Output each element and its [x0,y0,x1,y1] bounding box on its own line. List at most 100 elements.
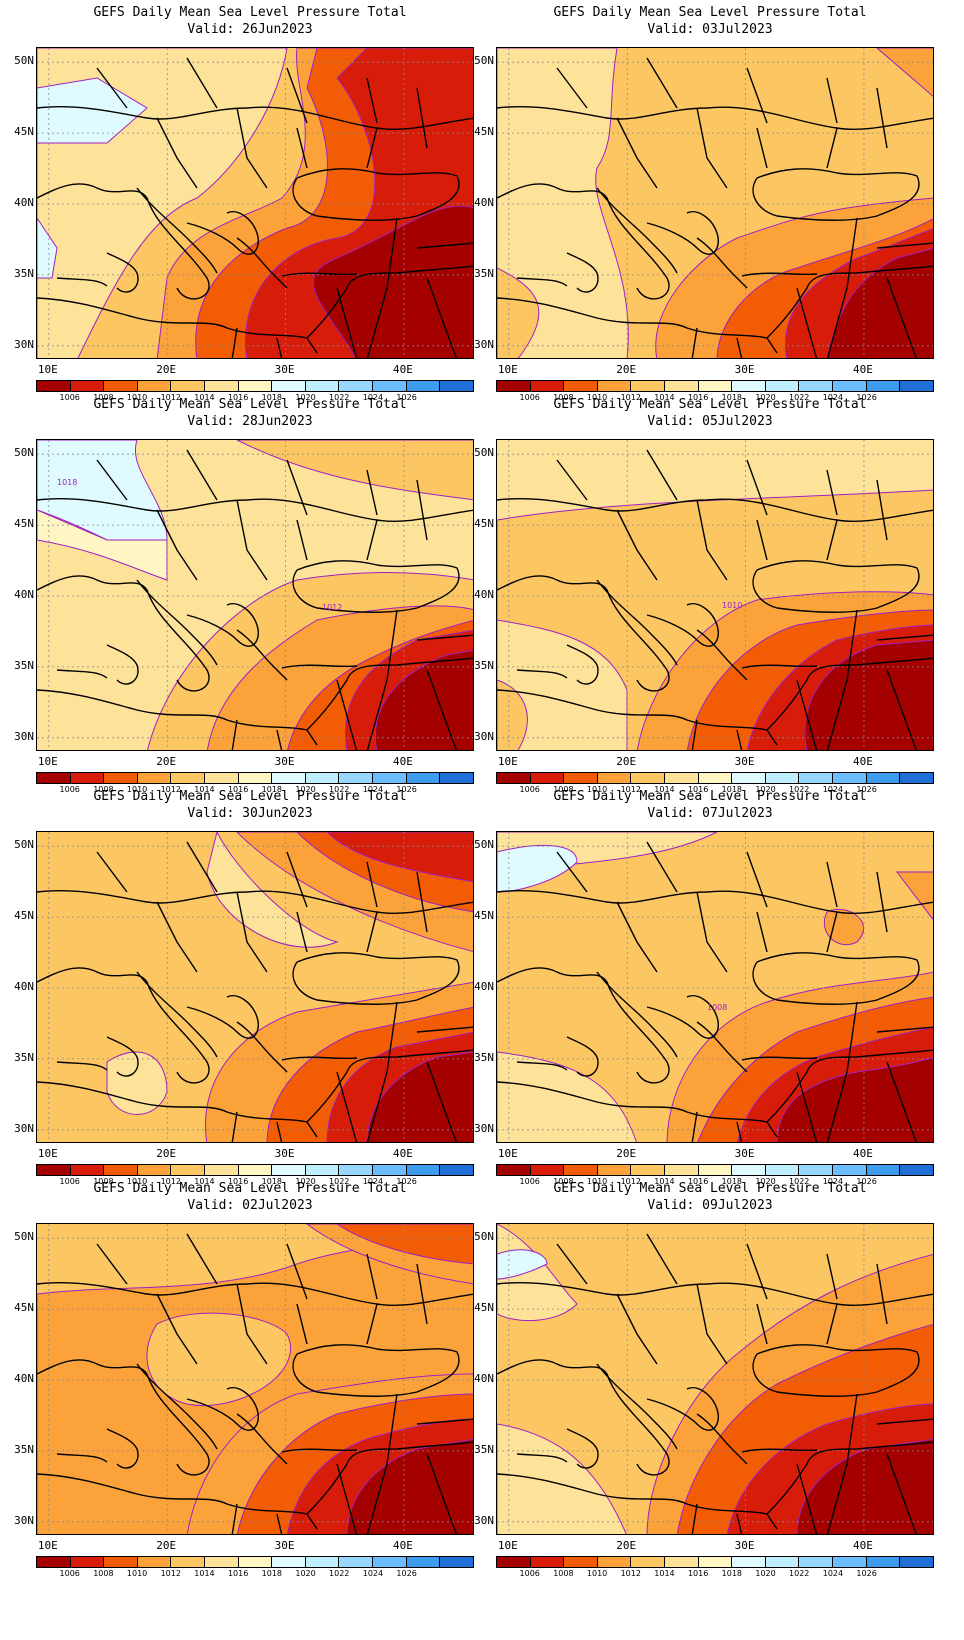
colorbar-swatch [597,1165,632,1175]
colorbar-swatch [698,773,733,783]
colorbar-label: 1008 [93,1177,114,1186]
coastline-border [616,1293,658,1365]
pressure-fill-region [823,908,864,946]
pressure-colorbar [496,1556,934,1568]
colorbar-swatch [497,1165,531,1175]
colorbar-label: 1022 [789,1177,810,1186]
colorbar-swatch [665,1165,699,1175]
colorbar-label: 1024 [362,1569,384,1578]
coastline-border [281,1448,358,1453]
map-canvas [37,48,473,358]
panel-valid-date: Valid: 30Jun2023 [187,806,313,821]
colorbar-label: 1016 [227,393,249,402]
longitude-label: 10E [497,363,518,376]
longitude-label: 30E [734,363,755,376]
colorbar-label: 1022 [329,1177,350,1186]
colorbar-swatch [866,1557,901,1567]
coastline-border [292,560,460,613]
pressure-fill-region [375,649,473,750]
coastline-border [696,629,748,681]
colorbar-swatch [104,1165,138,1175]
colorbar-label: 1018 [721,785,743,794]
colorbar-swatch [272,1557,306,1567]
latitude-label: 30N [474,337,494,351]
panel-valid-date: Valid: 28Jun2023 [187,414,313,429]
coastline-border [292,952,460,1005]
colorbar-swatch [339,1165,374,1175]
colorbar-swatch [765,381,800,391]
colorbar-swatch [698,1557,733,1567]
coastline-border [186,1387,259,1431]
colorbar-swatch [272,773,306,783]
coastline-border [596,579,678,666]
colorbar-swatch [137,381,172,391]
colorbar-label: 1008 [553,785,574,794]
colorbar-label: 1010 [586,785,608,794]
coastline-border [752,168,920,221]
coastline-border [696,107,728,189]
colorbar-swatch [497,773,531,783]
latitude-label: 35N [14,658,34,672]
colorbar-label: 1024 [822,1569,844,1578]
colorbar-swatch [833,1165,867,1175]
colorbar-label: 1024 [362,1177,384,1186]
latitude-label: 40N [474,588,494,601]
coastline-border [186,211,259,255]
colorbar-swatch [665,773,699,783]
colorbar-swatch [171,773,206,783]
colorbar-label: 1006 [519,1569,540,1578]
pressure-fill-region [497,1224,578,1322]
colorbar-label: 1006 [59,785,80,794]
colorbar-label: 1012 [160,1569,181,1578]
coastline-border [826,911,838,953]
colorbar-label: 1022 [789,1569,810,1578]
colorbar-swatch [440,1165,473,1175]
colorbar-swatch [205,773,239,783]
latitude-label: 50N [14,838,34,852]
longitude-label: 20E [616,755,637,768]
colorbar-label: 1020 [755,1569,776,1578]
coastline-border [37,1359,210,1476]
colorbar-label: 1022 [789,785,810,794]
coastline-border [766,657,933,731]
latitude-label: 35N [14,1442,34,1456]
coastline-border [497,1473,778,1530]
latitude-label: 30N [474,1121,494,1135]
latitude-label: 40N [14,588,34,601]
coastline-border [752,1344,920,1397]
colorbar-swatch [305,381,340,391]
colorbar-label: 1010 [126,1569,148,1578]
colorbar-swatch [799,773,834,783]
longitude-label: 10E [497,1539,518,1552]
colorbar-label: 1012 [620,1569,641,1578]
coastline-border [236,1021,288,1073]
coastline-border [136,971,218,1058]
longitude-label: 40E [393,1539,413,1552]
latitude-label: 30N [474,1513,494,1527]
coastline-border [37,1281,473,1307]
colorbar-label: 1026 [396,1177,417,1186]
colorbar-label: 1014 [654,785,675,794]
coastline-border [296,1303,308,1345]
coastline-border [37,889,473,915]
longitude-label: 20E [156,363,177,376]
panel-valid-date: Valid: 02Jul2023 [187,1198,313,1213]
map-panel: GEFS Daily Mean Sea Level Pressure Total… [0,392,482,802]
panel-title: GEFS Daily Mean Sea Level Pressure Total [553,1181,867,1196]
colorbar-label: 1020 [755,785,776,794]
colorbar-swatch [70,1557,105,1567]
coastline-border [497,297,778,354]
coastline-border [616,509,658,581]
colorbar-label: 1012 [620,393,641,402]
latitude-label: 35N [474,1050,494,1064]
pressure-colorbar [496,380,934,392]
colorbar-swatch [70,773,105,783]
coastline-border [566,1428,599,1469]
pressure-colorbar [496,772,934,784]
coastline-border [306,265,473,339]
colorbar-swatch [530,1557,565,1567]
colorbar-label: 1022 [329,1569,350,1578]
coastline-border [236,1283,268,1365]
colorbar-label: 1006 [59,1177,80,1186]
map-panel: GEFS Daily Mean Sea Level Pressure Total… [460,392,942,802]
